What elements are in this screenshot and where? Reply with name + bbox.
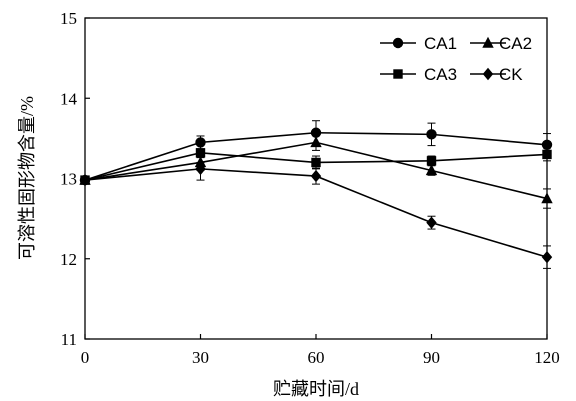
legend-item-ca1: CA1: [380, 34, 457, 53]
series-ck: [79, 157, 553, 269]
y-tick-label: 15: [60, 9, 77, 28]
data-point: [311, 157, 321, 168]
data-point: [426, 216, 437, 229]
x-tick-label: 60: [308, 348, 325, 367]
legend-label: CA1: [424, 34, 457, 53]
data-point: [541, 139, 553, 150]
legend-label: CA2: [499, 34, 532, 53]
x-tick-label: 120: [534, 348, 560, 367]
data-point: [541, 192, 553, 204]
x-tick-label: 90: [423, 348, 440, 367]
y-tick-label: 13: [60, 170, 77, 189]
data-point: [542, 149, 552, 160]
data-point: [79, 173, 91, 187]
data-point: [195, 137, 206, 148]
y-axis-label: 可溶性固形物含量/%: [17, 96, 37, 260]
legend-marker: [392, 37, 404, 49]
data-point: [426, 156, 437, 166]
y-tick-label: 12: [60, 250, 77, 269]
data-point: [541, 250, 553, 264]
legend-item-ck: CK: [470, 65, 523, 84]
legend-label: CA3: [424, 65, 457, 84]
data-point: [195, 148, 206, 158]
y-tick-label: 14: [60, 89, 78, 108]
legend-label: CK: [499, 65, 523, 84]
legend-item-ca3: CA3: [380, 65, 457, 84]
legend-marker: [482, 67, 494, 81]
data-point: [426, 129, 437, 140]
legend-marker: [393, 69, 403, 79]
x-axis-label: 贮藏时间/d: [273, 379, 359, 399]
x-tick-label: 30: [192, 348, 209, 367]
series-layer: [79, 120, 553, 269]
legend: CA1 CA2 CA3 CK: [380, 34, 532, 84]
data-point: [425, 164, 438, 176]
y-tick-label: 11: [61, 330, 77, 349]
x-tick-label: 0: [81, 348, 90, 367]
data-point: [310, 169, 322, 183]
legend-marker: [482, 36, 494, 48]
axis-tick-labels: 0 30 60 90 120 11 12 13 14 15: [60, 9, 560, 367]
data-point: [310, 127, 322, 138]
legend-item-ca2: CA2: [470, 34, 532, 53]
data-point: [195, 162, 206, 176]
data-point: [310, 136, 322, 148]
